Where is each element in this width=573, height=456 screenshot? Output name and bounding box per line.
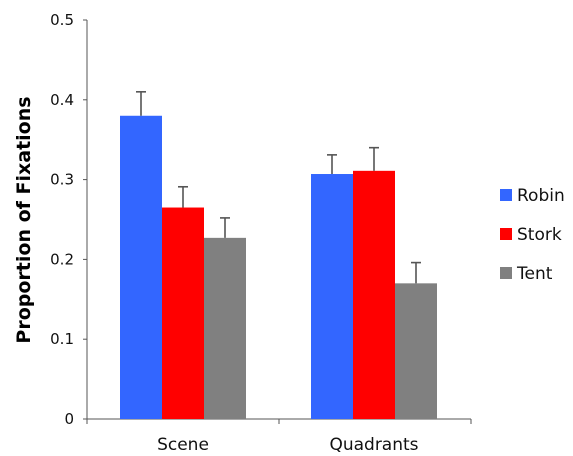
legend-swatch-robin <box>500 189 512 201</box>
legend-label-tent: Tent <box>516 264 553 284</box>
plot-area: 0 0.1 0.2 0.3 0.4 0.5 Scene Quadrants Robin Stork… <box>50 11 565 455</box>
y-axis-title: Proportion of Fixations <box>13 96 35 343</box>
legend: Robin Stork Tent <box>500 186 565 284</box>
y-tick-label: 0.1 <box>50 330 74 348</box>
y-tick-label: 0.2 <box>50 250 74 268</box>
y-tick-label: 0.4 <box>50 91 74 109</box>
y-tick-label: 0 <box>64 410 74 428</box>
legend-swatch-tent <box>500 267 512 279</box>
bar-robin-scene <box>120 115 162 419</box>
legend-swatch-stork <box>500 228 512 240</box>
bar-stork-quadrants <box>353 170 395 419</box>
legend-label-robin: Robin <box>517 186 565 206</box>
bar-tent-scene <box>204 237 246 419</box>
legend-label-stork: Stork <box>517 225 562 245</box>
x-category-label: Quadrants <box>329 435 418 455</box>
x-category-label: Scene <box>157 435 209 455</box>
bar-stork-scene <box>162 207 204 419</box>
bar-tent-quadrants <box>395 283 437 419</box>
bar-robin-quadrants <box>311 174 353 419</box>
y-tick-label: 0.5 <box>50 11 74 29</box>
y-tick-label: 0.3 <box>50 171 74 189</box>
